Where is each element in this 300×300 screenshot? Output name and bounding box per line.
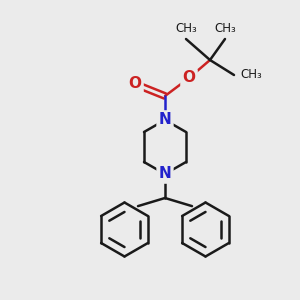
Text: CH₃: CH₃ [214, 22, 236, 34]
Text: N: N [159, 167, 171, 182]
Text: O: O [182, 70, 196, 86]
Text: O: O [128, 76, 142, 92]
Text: CH₃: CH₃ [175, 22, 197, 34]
Text: CH₃: CH₃ [240, 68, 262, 82]
Text: N: N [159, 112, 171, 128]
